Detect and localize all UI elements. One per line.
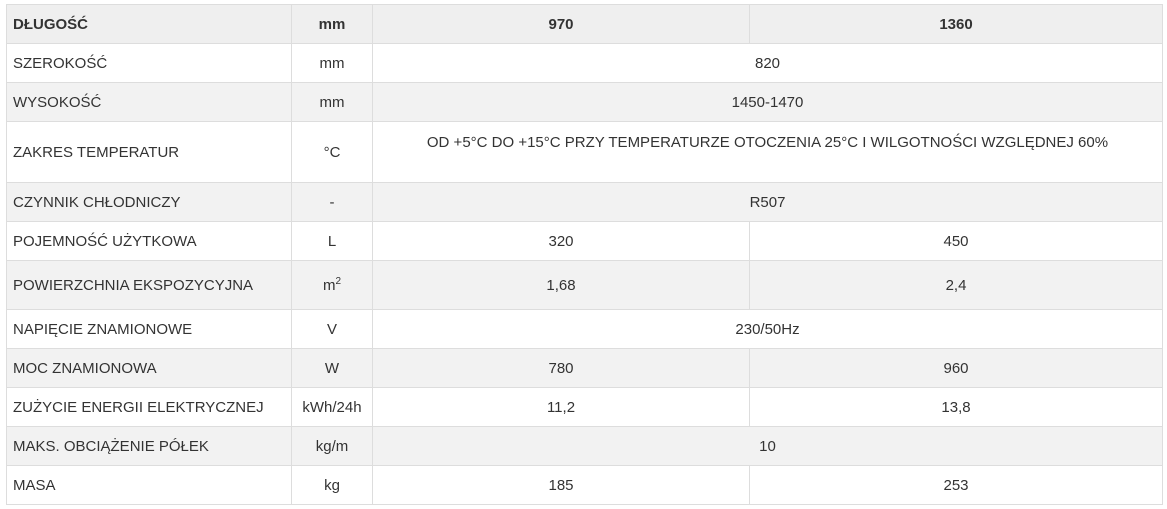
unit-text: L xyxy=(327,232,337,250)
row-value-1360: 450 xyxy=(749,221,1163,261)
header-col-1360: 1360 xyxy=(749,4,1163,44)
table-row: MAKS. OBCIĄŻENIE PÓŁEK kg/m 10 xyxy=(6,426,1163,466)
table-row: POWIERZCHNIA EKSPOZYCYJNA m2 1,68 2,4 xyxy=(6,260,1163,310)
unit-text: °C xyxy=(323,143,341,161)
row-label: WYSOKOŚĆ xyxy=(6,82,292,122)
unit-text: V xyxy=(326,320,337,338)
row-unit: L xyxy=(291,221,373,261)
table-row: WYSOKOŚĆ mm 1450-1470 xyxy=(6,82,1163,122)
row-value-970: 11,2 xyxy=(372,387,750,427)
unit-text: - xyxy=(329,193,335,211)
row-unit: m2 xyxy=(291,260,373,310)
row-value: R507 xyxy=(372,182,1163,222)
unit-text: kg xyxy=(324,476,340,494)
unit-text: mm xyxy=(319,54,345,72)
row-label: CZYNNIK CHŁODNICZY xyxy=(6,182,292,222)
row-value-1360: 253 xyxy=(749,465,1163,505)
row-unit: kg xyxy=(291,465,373,505)
table-row: POJEMNOŚĆ UŻYTKOWA L 320 450 xyxy=(6,221,1163,261)
row-label: POWIERZCHNIA EKSPOZYCYJNA xyxy=(6,260,292,310)
unit-text: kWh/24h xyxy=(302,398,362,416)
row-value-1360: 960 xyxy=(749,348,1163,388)
row-unit: mm xyxy=(291,82,373,122)
row-value: OD +5°C DO +15°C PRZY TEMPERATURZE OTOCZ… xyxy=(372,121,1163,183)
header-label: DŁUGOŚĆ xyxy=(6,4,292,44)
row-label: MASA xyxy=(6,465,292,505)
unit-text: kg/m xyxy=(315,437,349,455)
row-unit: kWh/24h xyxy=(291,387,373,427)
row-label: ZUŻYCIE ENERGII ELEKTRYCZNEJ xyxy=(6,387,292,427)
table-header-row: DŁUGOŚĆ mm 970 1360 xyxy=(6,4,1163,44)
row-unit: W xyxy=(291,348,373,388)
table-row: ZUŻYCIE ENERGII ELEKTRYCZNEJ kWh/24h 11,2 1… xyxy=(6,387,1163,427)
table-row: ZAKRES TEMPERATUR °C OD +5°C DO +15°C PRZY… xyxy=(6,121,1163,183)
table-row: NAPIĘCIE ZNAMIONOWE V 230/50Hz xyxy=(6,309,1163,349)
row-value-970: 1,68 xyxy=(372,260,750,310)
row-value: 10 xyxy=(372,426,1163,466)
row-value: 230/50Hz xyxy=(372,309,1163,349)
unit-text: m xyxy=(322,277,336,294)
row-value-970: 780 xyxy=(372,348,750,388)
row-value: 820 xyxy=(372,43,1163,83)
row-unit: V xyxy=(291,309,373,349)
row-unit: kg/m xyxy=(291,426,373,466)
table-row: MOC ZNAMIONOWA W 780 960 xyxy=(6,348,1163,388)
row-unit: - xyxy=(291,182,373,222)
row-unit: mm xyxy=(291,43,373,83)
row-value-970: 320 xyxy=(372,221,750,261)
row-label: NAPIĘCIE ZNAMIONOWE xyxy=(6,309,292,349)
row-value-970: 185 xyxy=(372,465,750,505)
row-label: ZAKRES TEMPERATUR xyxy=(6,121,292,183)
table-row: CZYNNIK CHŁODNICZY - R507 xyxy=(6,182,1163,222)
table-row: SZEROKOŚĆ mm 820 xyxy=(6,43,1163,83)
row-label: SZEROKOŚĆ xyxy=(6,43,292,83)
header-col-970: 970 xyxy=(372,4,750,44)
row-value-1360: 13,8 xyxy=(749,387,1163,427)
row-value-1360: 2,4 xyxy=(749,260,1163,310)
row-value: 1450-1470 xyxy=(372,82,1163,122)
unit-superscript: 2 xyxy=(335,276,342,287)
row-unit: °C xyxy=(291,121,373,183)
row-label: POJEMNOŚĆ UŻYTKOWA xyxy=(6,221,292,261)
header-unit: mm xyxy=(291,4,373,44)
row-label: MOC ZNAMIONOWA xyxy=(6,348,292,388)
table-row: MASA kg 185 253 xyxy=(6,465,1163,505)
row-label: MAKS. OBCIĄŻENIE PÓŁEK xyxy=(6,426,292,466)
unit-text: mm xyxy=(319,93,345,111)
spec-table: DŁUGOŚĆ mm 970 1360 SZEROKOŚĆ mm 820 WYSOKO… xyxy=(6,4,1163,505)
unit-text: W xyxy=(324,359,340,377)
